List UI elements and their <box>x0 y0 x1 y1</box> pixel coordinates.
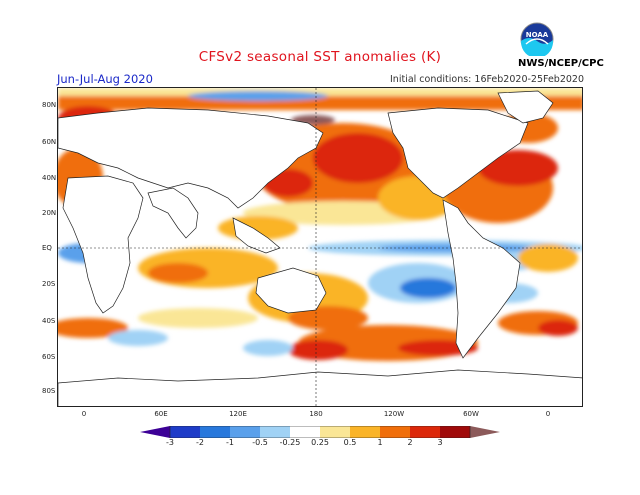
colorbar-label: 2 <box>407 438 413 447</box>
season-label: Jun-Jul-Aug 2020 <box>57 72 153 86</box>
credit-label: NWS/NCEP/CPC <box>518 58 604 69</box>
colorbar-seg-lt-neg3 <box>140 426 170 438</box>
colorbar-seg <box>440 426 470 438</box>
colorbar-label: 0.5 <box>343 438 357 447</box>
colorbar-label: 3 <box>437 438 443 447</box>
lon-label: 120W <box>383 410 405 418</box>
colorbar-seg <box>350 426 380 438</box>
colorbar-seg <box>170 426 200 438</box>
colorbar-seg <box>200 426 230 438</box>
landmasses <box>58 90 582 406</box>
colorbar-seg-extreme <box>470 426 500 438</box>
sst-anomaly-map <box>57 87 583 407</box>
colorbar-seg <box>380 426 410 438</box>
colorbar-label: -0.25 <box>279 438 301 447</box>
grid-lines <box>58 88 582 406</box>
lon-label: 60W <box>463 410 479 418</box>
noaa-logo: NOAA <box>520 22 554 56</box>
lat-label: EQ <box>42 244 52 252</box>
lat-label: 60S <box>42 353 56 361</box>
initial-conditions-label: Initial conditions: 16Feb2020-25Feb2020 <box>390 74 584 85</box>
colorbar-seg <box>320 426 350 438</box>
lon-label: 60E <box>154 410 168 418</box>
chart-title: CFSv2 seasonal SST anomalies (K) <box>198 49 442 65</box>
lon-label: 120E <box>229 410 247 418</box>
lat-label: 20S <box>42 280 56 288</box>
lat-label: 60N <box>42 138 57 146</box>
colorbar <box>140 426 500 438</box>
lon-label: 180 <box>309 410 323 418</box>
lon-label: 0 <box>81 410 87 418</box>
colorbar-label: 1 <box>377 438 383 447</box>
lat-label: 40N <box>42 174 57 182</box>
noaa-logo-text: NOAA <box>526 31 549 39</box>
colorbar-label: -2 <box>196 438 204 447</box>
colorbar-label: -1 <box>226 438 234 447</box>
colorbar-seg <box>410 426 440 438</box>
colorbar-label: 0.25 <box>311 438 329 447</box>
lat-label: 80S <box>42 387 56 395</box>
colorbar-label: -3 <box>166 438 174 447</box>
colorbar-seg <box>290 426 320 438</box>
lat-label: 80N <box>42 101 57 109</box>
lon-label: 0 <box>545 410 551 418</box>
map-canvas <box>58 88 582 406</box>
lat-label: 20N <box>42 209 57 217</box>
colorbar-seg <box>260 426 290 438</box>
lat-label: 40S <box>42 317 56 325</box>
colorbar-seg <box>230 426 260 438</box>
colorbar-label: -0.5 <box>252 438 268 447</box>
